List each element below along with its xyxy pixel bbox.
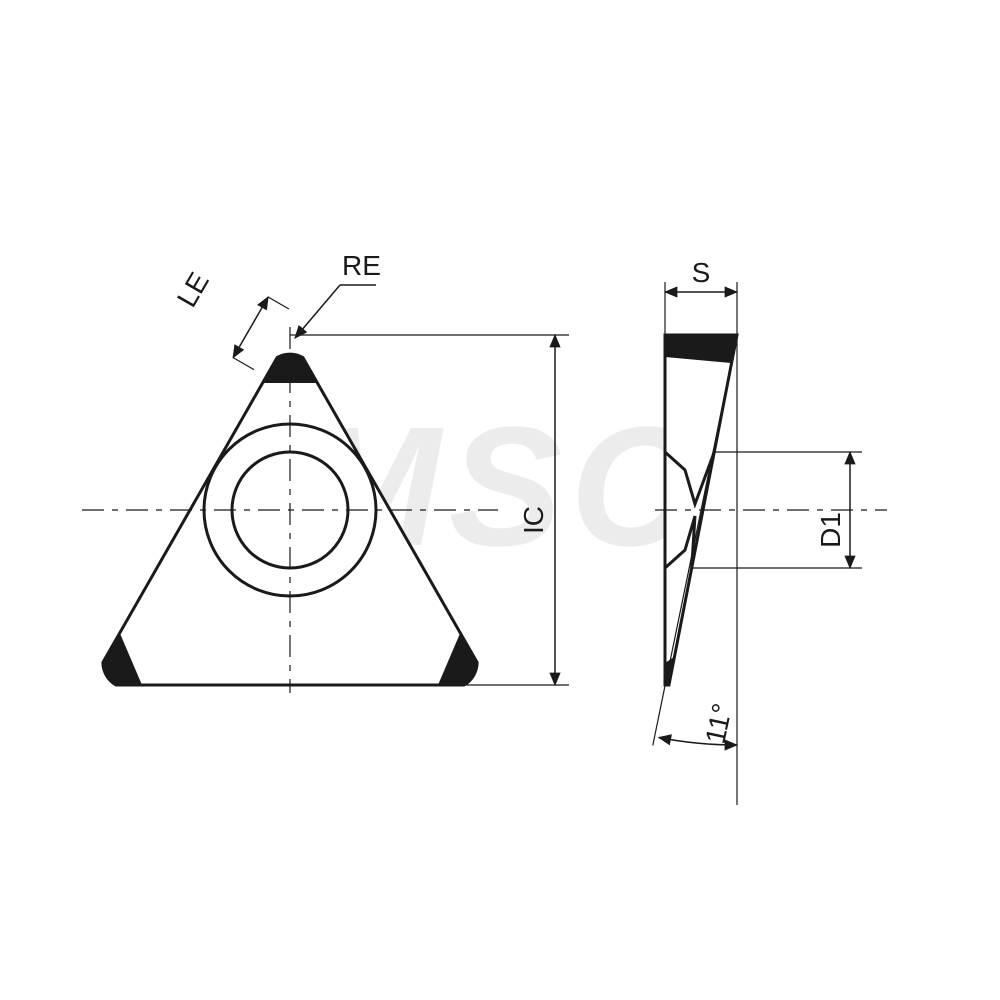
- d1-label: D1: [815, 512, 846, 548]
- technical-drawing: MSC ICRELE SD111°: [0, 0, 1000, 1000]
- angle-label: 11°: [699, 701, 738, 747]
- side-view: S D1 11°: [653, 257, 887, 805]
- re-leader: [295, 285, 340, 338]
- le-label: LE: [171, 267, 215, 312]
- le-ext2: [268, 297, 289, 309]
- le-ext1: [233, 358, 254, 370]
- le-dimension: [233, 297, 268, 358]
- ic-label: IC: [518, 506, 549, 534]
- re-label: RE: [342, 250, 381, 281]
- s-label: S: [692, 257, 711, 288]
